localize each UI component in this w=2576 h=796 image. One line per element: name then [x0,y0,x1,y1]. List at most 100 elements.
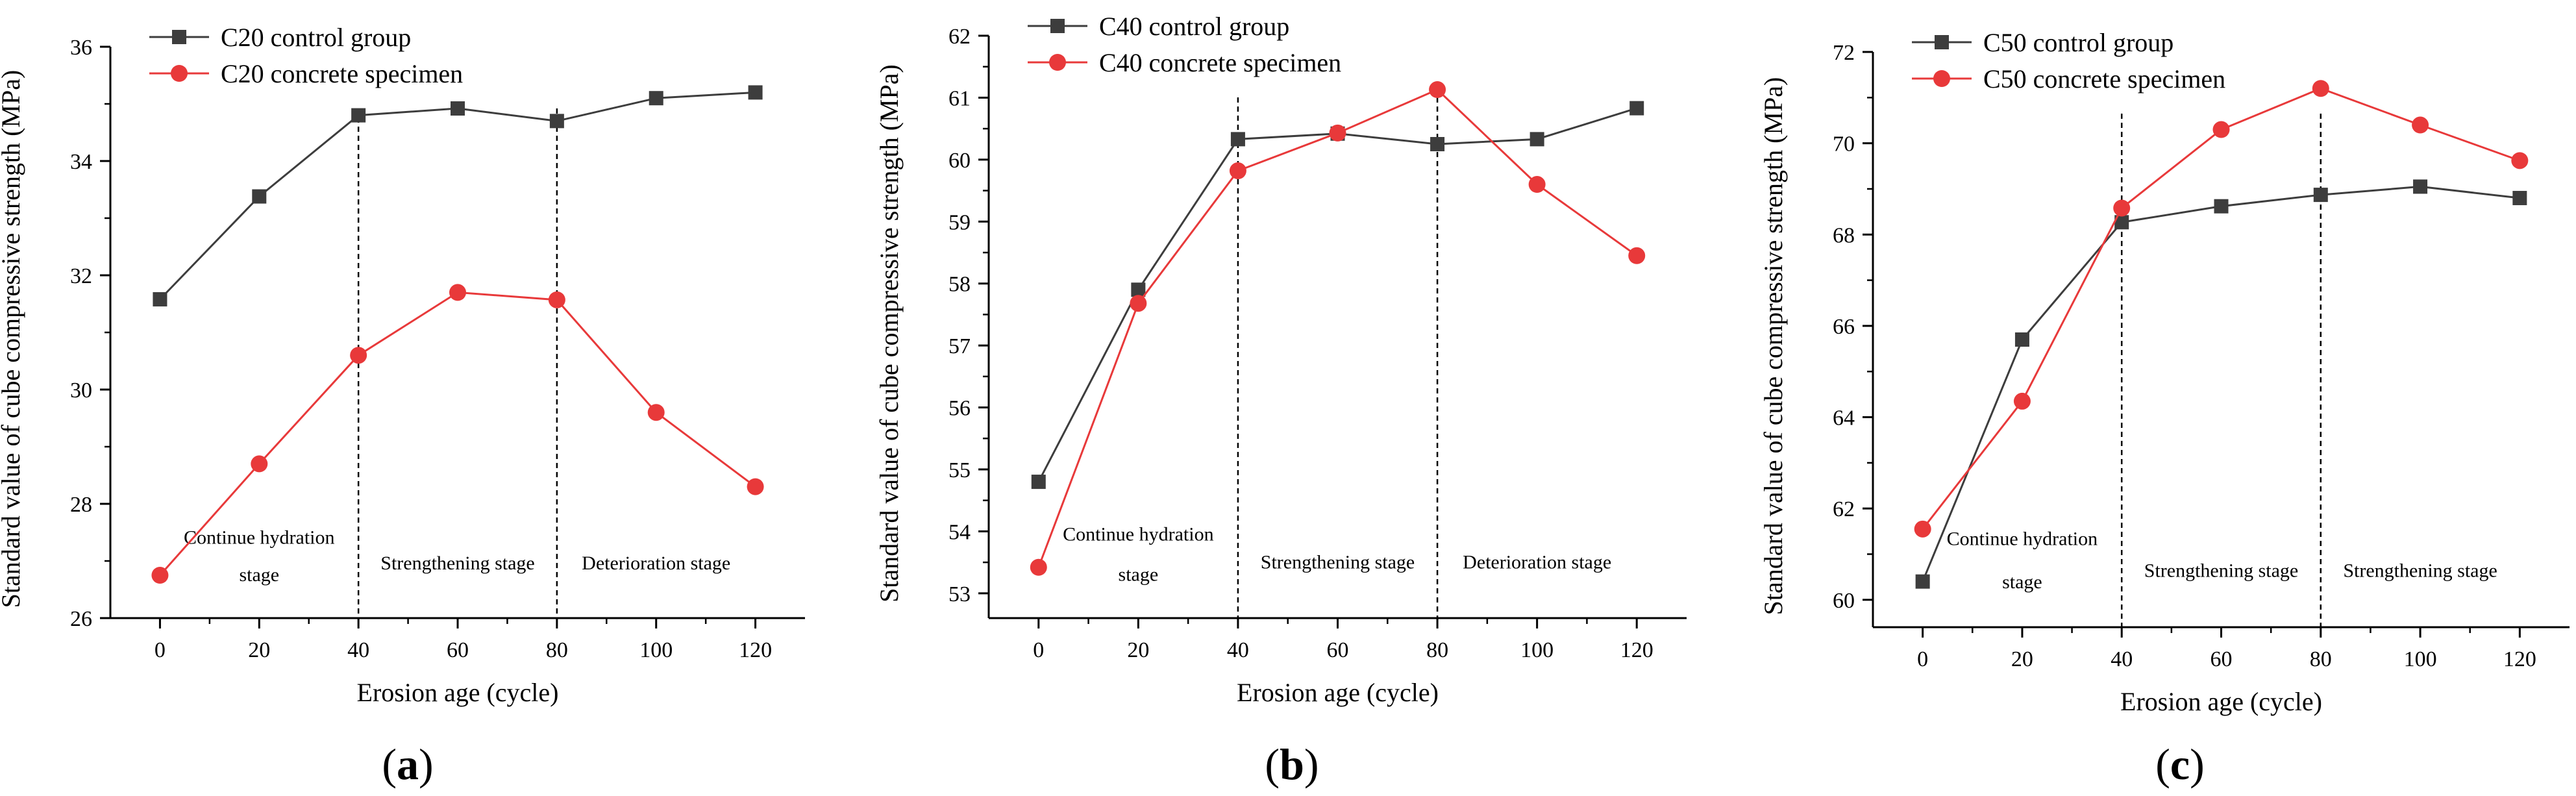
legend-marker [172,30,186,44]
data-point [2014,332,2029,347]
data-point [2212,121,2230,138]
x-tick-label: 0 [1033,638,1044,662]
data-point [1914,520,1931,538]
data-point [2511,152,2529,169]
x-tick-label: 120 [739,638,772,662]
x-tick-label: 100 [2404,647,2437,671]
y-tick-label: 30 [70,379,92,403]
y-tick-label: 53 [948,582,971,606]
x-tick-label: 120 [1620,638,1653,662]
stage-label: Strengthening stage [380,553,534,574]
legend-label: C50 concrete specimen [1983,64,2225,93]
data-point [151,567,169,584]
y-tick-label: 70 [1833,132,1855,156]
legend-marker [171,65,188,82]
y-tick-label: 60 [1833,589,1855,613]
data-point [350,347,367,364]
stage-label: stage [2002,571,2042,593]
legend-marker [1049,54,1066,71]
data-point [2312,80,2329,97]
data-point [548,291,565,308]
x-tick-label: 20 [1127,638,1149,662]
series-line-control [1922,185,2520,582]
data-point [1429,81,1446,99]
stage-label: Deterioration stage [1463,552,1611,573]
y-tick-label: 61 [948,86,971,110]
x-tick-label: 0 [1917,647,1928,671]
stage-label: Strengthening stage [2144,560,2298,582]
legend-label: C20 control group [221,23,411,52]
data-point [451,101,465,116]
data-point [153,292,167,306]
stage-label: Continue hydration [184,527,334,549]
y-axis-label: Standard value of cube compressive stren… [0,70,25,608]
data-point [1230,132,1245,147]
x-tick-label: 100 [639,638,673,662]
y-tick-label: 34 [70,150,92,174]
y-tick-label: 60 [948,149,971,173]
stage-label: Strengthening stage [2343,560,2497,582]
data-point [747,478,764,495]
y-tick-label: 72 [1833,41,1855,65]
data-point [1430,136,1445,151]
stage-label: Continue hydration [1063,524,1213,545]
x-tick-label: 60 [1327,638,1349,662]
data-point [2214,199,2229,214]
data-point [1131,282,1146,297]
legend-label: C20 concrete specimen [221,59,463,88]
panel-letter: (c) [2155,740,2205,789]
data-point [1915,574,1930,589]
data-point [1229,162,1246,180]
chart-panel-b: 0 20 40 60 80 100 120 53 54 55 56 57 58 59 60 61 62 Erosi… [874,12,1687,789]
data-point [2412,116,2429,134]
x-tick-label: 60 [447,638,469,662]
data-point [1629,101,1644,116]
x-tick-label: 80 [2310,647,2332,671]
series-line-specimen [1922,87,2520,530]
x-tick-label: 40 [347,638,369,662]
x-axis-label: Erosion age (cycle) [357,678,559,707]
x-tick-label: 20 [2011,647,2033,671]
stage-label: Continue hydration [1947,528,2098,549]
chart-panel-c: 0 20 40 60 80 100 120 60 62 64 66 68 70 72 Erosion age… [1759,28,2570,789]
data-point [1030,558,1047,576]
series-line-specimen [1037,88,1638,568]
data-point [649,91,663,106]
data-point [1031,475,1046,490]
panel-letter: (a) [382,740,433,789]
data-point [1530,132,1544,147]
data-point [1628,247,1646,264]
data-point [2413,179,2428,194]
data-point [2114,215,2129,230]
y-tick-label: 32 [70,264,92,288]
x-tick-label: 20 [248,638,270,662]
y-tick-label: 59 [948,210,971,234]
x-axis-label: Erosion age (cycle) [1237,678,1439,707]
x-tick-label: 80 [546,638,568,662]
data-point [647,404,665,421]
y-tick-label: 55 [948,458,971,482]
data-point [1130,295,1147,312]
y-tick-label: 57 [948,334,971,358]
legend-label: C40 control group [1099,12,1289,41]
y-tick-label: 62 [1833,497,1855,521]
x-tick-label: 0 [155,638,166,662]
x-tick-label: 80 [1426,638,1448,662]
series-line-control [159,91,756,301]
stage-label: Strengthening stage [1261,552,1415,573]
y-tick-label: 62 [948,25,971,49]
data-point [2313,188,2328,203]
y-tick-label: 68 [1833,223,1855,247]
legend-label: C50 control group [1983,28,2174,57]
y-tick-label: 64 [1833,406,1855,430]
y-tick-label: 28 [70,493,92,517]
x-tick-label: 60 [2211,647,2233,671]
data-point [2512,191,2527,206]
data-point [2113,199,2131,217]
y-tick-label: 58 [948,273,971,297]
y-tick-label: 54 [948,520,971,544]
legend-label: C40 concrete specimen [1099,48,1341,77]
data-point [351,108,366,123]
y-axis-label: Standard value of cube compressive stren… [1759,77,1788,616]
